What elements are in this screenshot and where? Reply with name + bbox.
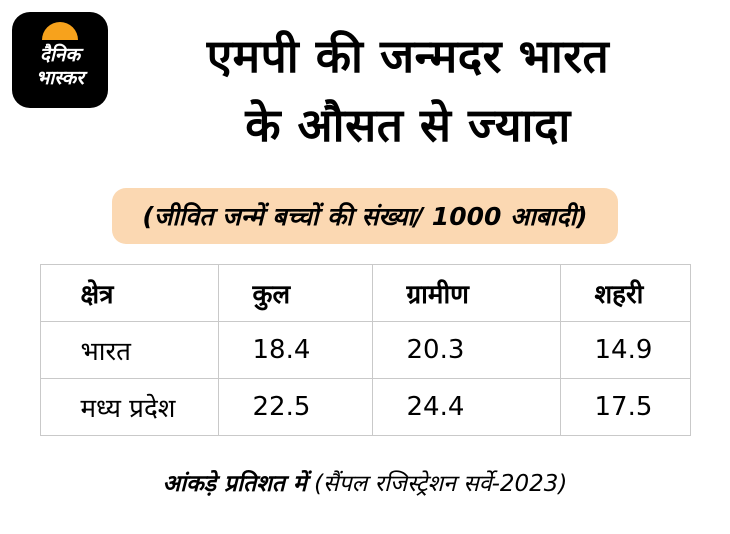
column-header-region: क्षेत्र	[39, 264, 219, 322]
region-cell: मध्य प्रदेश	[39, 378, 219, 436]
title-line1: एमपी की जन्मदर भारत	[206, 29, 610, 83]
source-note: आंकड़े प्रतिशत में (सैंपल रजिस्ट्रेशन सर…	[0, 466, 730, 498]
table-row-madhya-pradesh: मध्य प्रदेश 22.5 24.4 17.5	[39, 378, 691, 436]
title-line2: के औसत से ज्यादा	[245, 98, 571, 152]
column-header-urban: शहरी	[559, 264, 691, 322]
subtitle-pill-wrapper: (जीवित जन्में बच्चों की संख्या/ 1000 आबा…	[0, 188, 730, 244]
table-row-india: भारत 18.4 20.3 14.9	[39, 321, 691, 379]
sun-icon	[42, 22, 78, 40]
source-note-bold: आंकड़े प्रतिशत में	[162, 471, 307, 497]
table-header-row: क्षेत्र कुल ग्रामीण शहरी	[39, 264, 691, 322]
subtitle-pill: (जीवित जन्में बच्चों की संख्या/ 1000 आबा…	[112, 188, 618, 244]
urban-value: 17.5	[559, 378, 691, 436]
total-value: 18.4	[217, 321, 373, 379]
column-header-rural: ग्रामीण	[371, 264, 561, 322]
logo-text: दैनिक भास्कर	[36, 44, 84, 90]
region-cell: भारत	[39, 321, 219, 379]
column-header-total: कुल	[217, 264, 373, 322]
rural-value: 24.4	[371, 378, 561, 436]
total-value: 22.5	[217, 378, 373, 436]
birth-rate-table: क्षेत्र कुल ग्रामीण शहरी भारत 18.4 20.3 …	[39, 264, 691, 436]
rural-value: 20.3	[371, 321, 561, 379]
dainik-bhaskar-logo: दैनिक भास्कर	[12, 12, 108, 108]
page-title: एमपी की जन्मदर भारत के औसत से ज्यादा	[104, 22, 712, 160]
logo-line2: भास्कर	[35, 66, 85, 89]
logo-line1: दैनिक	[39, 44, 81, 66]
urban-value: 14.9	[559, 321, 691, 379]
source-note-regular: (सैंपल रजिस्ट्रेशन सर्वे-2023)	[314, 471, 568, 497]
